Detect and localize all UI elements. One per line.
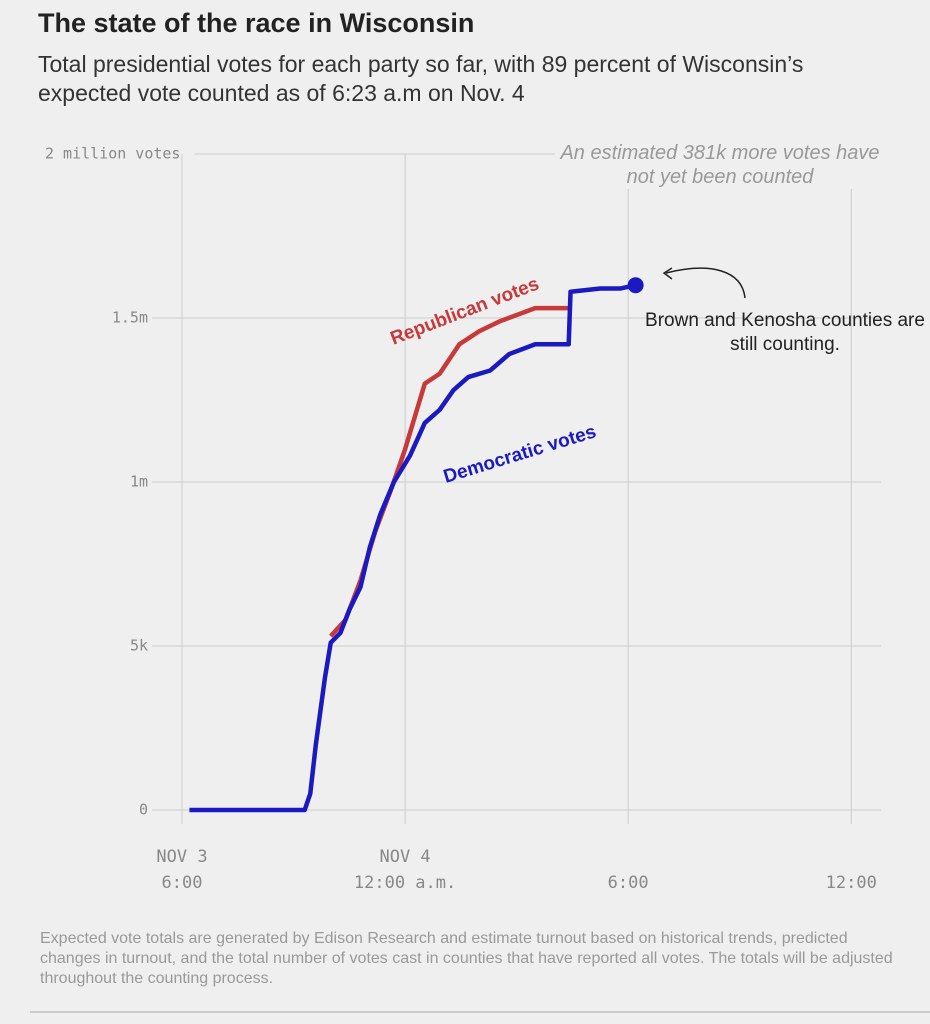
y-tick-label: 0 bbox=[139, 801, 148, 819]
annotation: Brown and Kenosha counties are still cou… bbox=[645, 310, 925, 355]
chart-title: The state of the race in Wisconsin bbox=[38, 8, 475, 38]
y-tick-label: 1m bbox=[130, 473, 148, 491]
x-tick-label: NOV 3 6:00 bbox=[156, 847, 208, 893]
annotation: An estimated 381k more votes have not ye… bbox=[555, 141, 885, 189]
series-label: Democratic votes bbox=[441, 421, 599, 487]
x-tick-label: 6:00 bbox=[607, 873, 649, 893]
annotation-arrow bbox=[665, 267, 746, 299]
chart-subtitle: Total presidential votes for each party … bbox=[38, 51, 804, 106]
arrow-head bbox=[662, 267, 673, 280]
x-tick-label: 12:00 bbox=[825, 873, 877, 893]
y-tick-label: 2 million votes bbox=[45, 145, 180, 163]
y-tick-label: 1.5m bbox=[112, 309, 148, 327]
y-tick-label: 5k bbox=[130, 637, 148, 655]
series-line bbox=[189, 283, 637, 813]
x-tick-label: NOV 4 12:00 a.m. bbox=[353, 847, 457, 893]
current-point bbox=[627, 277, 644, 294]
grid bbox=[152, 153, 881, 824]
footnote: Expected vote totals are generated by Ed… bbox=[40, 930, 893, 987]
